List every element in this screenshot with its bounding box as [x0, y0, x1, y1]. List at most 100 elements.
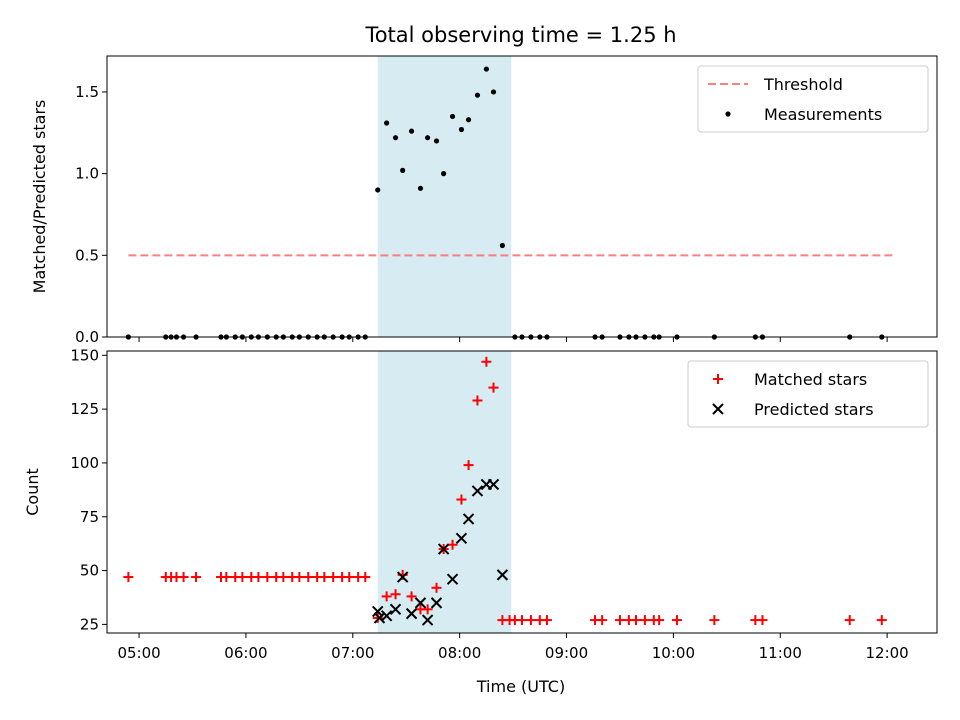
chart-title: Total observing time = 1.25 h — [364, 23, 676, 47]
y-tick-label: 0.5 — [75, 246, 99, 264]
data-point — [400, 167, 406, 173]
data-point — [671, 615, 682, 626]
data-point — [237, 572, 248, 583]
marker-stroke — [712, 403, 724, 415]
data-point — [757, 615, 768, 626]
data-point — [405, 607, 418, 620]
shaded-interval — [377, 56, 512, 337]
data-point — [474, 92, 481, 98]
data-point — [380, 610, 393, 622]
legend-swatch — [725, 111, 731, 117]
data-point — [373, 612, 386, 624]
series-predicted-stars — [372, 478, 509, 626]
data-point — [433, 138, 440, 144]
y-tick-label: 75 — [80, 508, 99, 526]
data-point — [191, 572, 202, 583]
x-tick-label: 10:00 — [652, 644, 695, 662]
y-tick-label: 150 — [70, 346, 99, 364]
data-point — [456, 494, 467, 505]
marker-stroke — [414, 597, 427, 609]
data-point — [458, 126, 465, 133]
data-point — [303, 572, 314, 583]
data-point — [262, 572, 273, 583]
y-tick-label: 0.0 — [75, 328, 99, 346]
data-point — [614, 615, 625, 626]
x-tick-label: 07:00 — [331, 644, 374, 662]
marker-stroke — [446, 573, 459, 585]
data-point — [654, 615, 665, 626]
y-axis-label: Count — [23, 468, 42, 516]
marker-stroke — [396, 571, 409, 583]
data-point — [541, 615, 552, 626]
x-tick-label: 11:00 — [759, 644, 802, 662]
data-point — [441, 171, 447, 177]
data-point — [372, 605, 384, 618]
data-point — [490, 89, 497, 95]
data-point — [525, 615, 536, 626]
data-point — [496, 569, 509, 581]
data-point — [455, 532, 468, 544]
legend-swatch — [712, 403, 724, 415]
data-point — [430, 597, 443, 609]
data-point — [487, 478, 500, 491]
data-point — [446, 573, 459, 585]
data-point — [360, 572, 371, 583]
x-tick-label: 08:00 — [438, 644, 481, 662]
top-panel: 0.0 0.5 1.0 1.5 Matched/Predicted stars Thres… — [30, 55, 938, 346]
marker-stroke — [430, 597, 443, 609]
data-point — [630, 615, 641, 626]
data-point — [384, 120, 390, 126]
y-tick-label: 1.5 — [75, 83, 99, 101]
y-axis-label: Matched/Predicted stars — [30, 100, 49, 294]
data-point — [471, 485, 484, 497]
y-tick-label: 1.0 — [75, 165, 99, 183]
marker-stroke — [421, 614, 434, 626]
marker-stroke — [373, 612, 386, 624]
data-point — [488, 382, 499, 393]
legend-label: Measurements — [764, 105, 882, 124]
legend: Matched stars Predicted stars — [687, 360, 929, 428]
data-point — [253, 572, 264, 583]
data-point — [465, 117, 472, 123]
marker-stroke — [455, 532, 468, 544]
x-tick-label: 12:00 — [866, 644, 909, 662]
data-point — [389, 603, 402, 616]
bottom-panel: 25 50 75 100 125 150 05:00 06:00 07:00 08:00 09:00… — [23, 346, 938, 662]
y-tick-label: 100 — [70, 454, 99, 472]
y-tick-label: 50 — [80, 562, 99, 580]
data-point — [481, 356, 492, 367]
marker-stroke — [496, 569, 509, 581]
x-axis-label: Time (UTC) — [476, 677, 565, 696]
data-point — [414, 597, 427, 609]
data-point — [396, 571, 409, 583]
data-point — [375, 187, 381, 193]
data-point — [472, 395, 483, 406]
data-point — [372, 612, 383, 623]
y-tick-label: 25 — [80, 615, 99, 633]
marker-stroke — [380, 610, 393, 622]
x-tick-label: 06:00 — [224, 644, 267, 662]
data-point — [425, 135, 431, 141]
marker-stroke — [471, 485, 484, 497]
data-point — [437, 543, 450, 555]
legend-label: Matched stars — [754, 370, 867, 389]
data-point — [123, 572, 134, 583]
data-point — [178, 572, 189, 583]
data-point — [597, 615, 608, 626]
data-point — [390, 589, 401, 600]
data-point — [417, 185, 424, 191]
data-point — [431, 582, 442, 593]
data-point — [392, 135, 399, 141]
data-point — [876, 615, 887, 626]
y-tick-label: 125 — [70, 400, 99, 418]
legend-label: Predicted stars — [754, 400, 874, 419]
data-point — [408, 128, 415, 134]
data-point — [406, 591, 417, 602]
legend-swatch — [713, 374, 723, 384]
marker-stroke — [487, 478, 500, 491]
legend-box — [687, 360, 929, 428]
legend: Threshold Measurements — [697, 65, 929, 133]
data-point — [421, 614, 434, 626]
data-point — [462, 513, 475, 525]
